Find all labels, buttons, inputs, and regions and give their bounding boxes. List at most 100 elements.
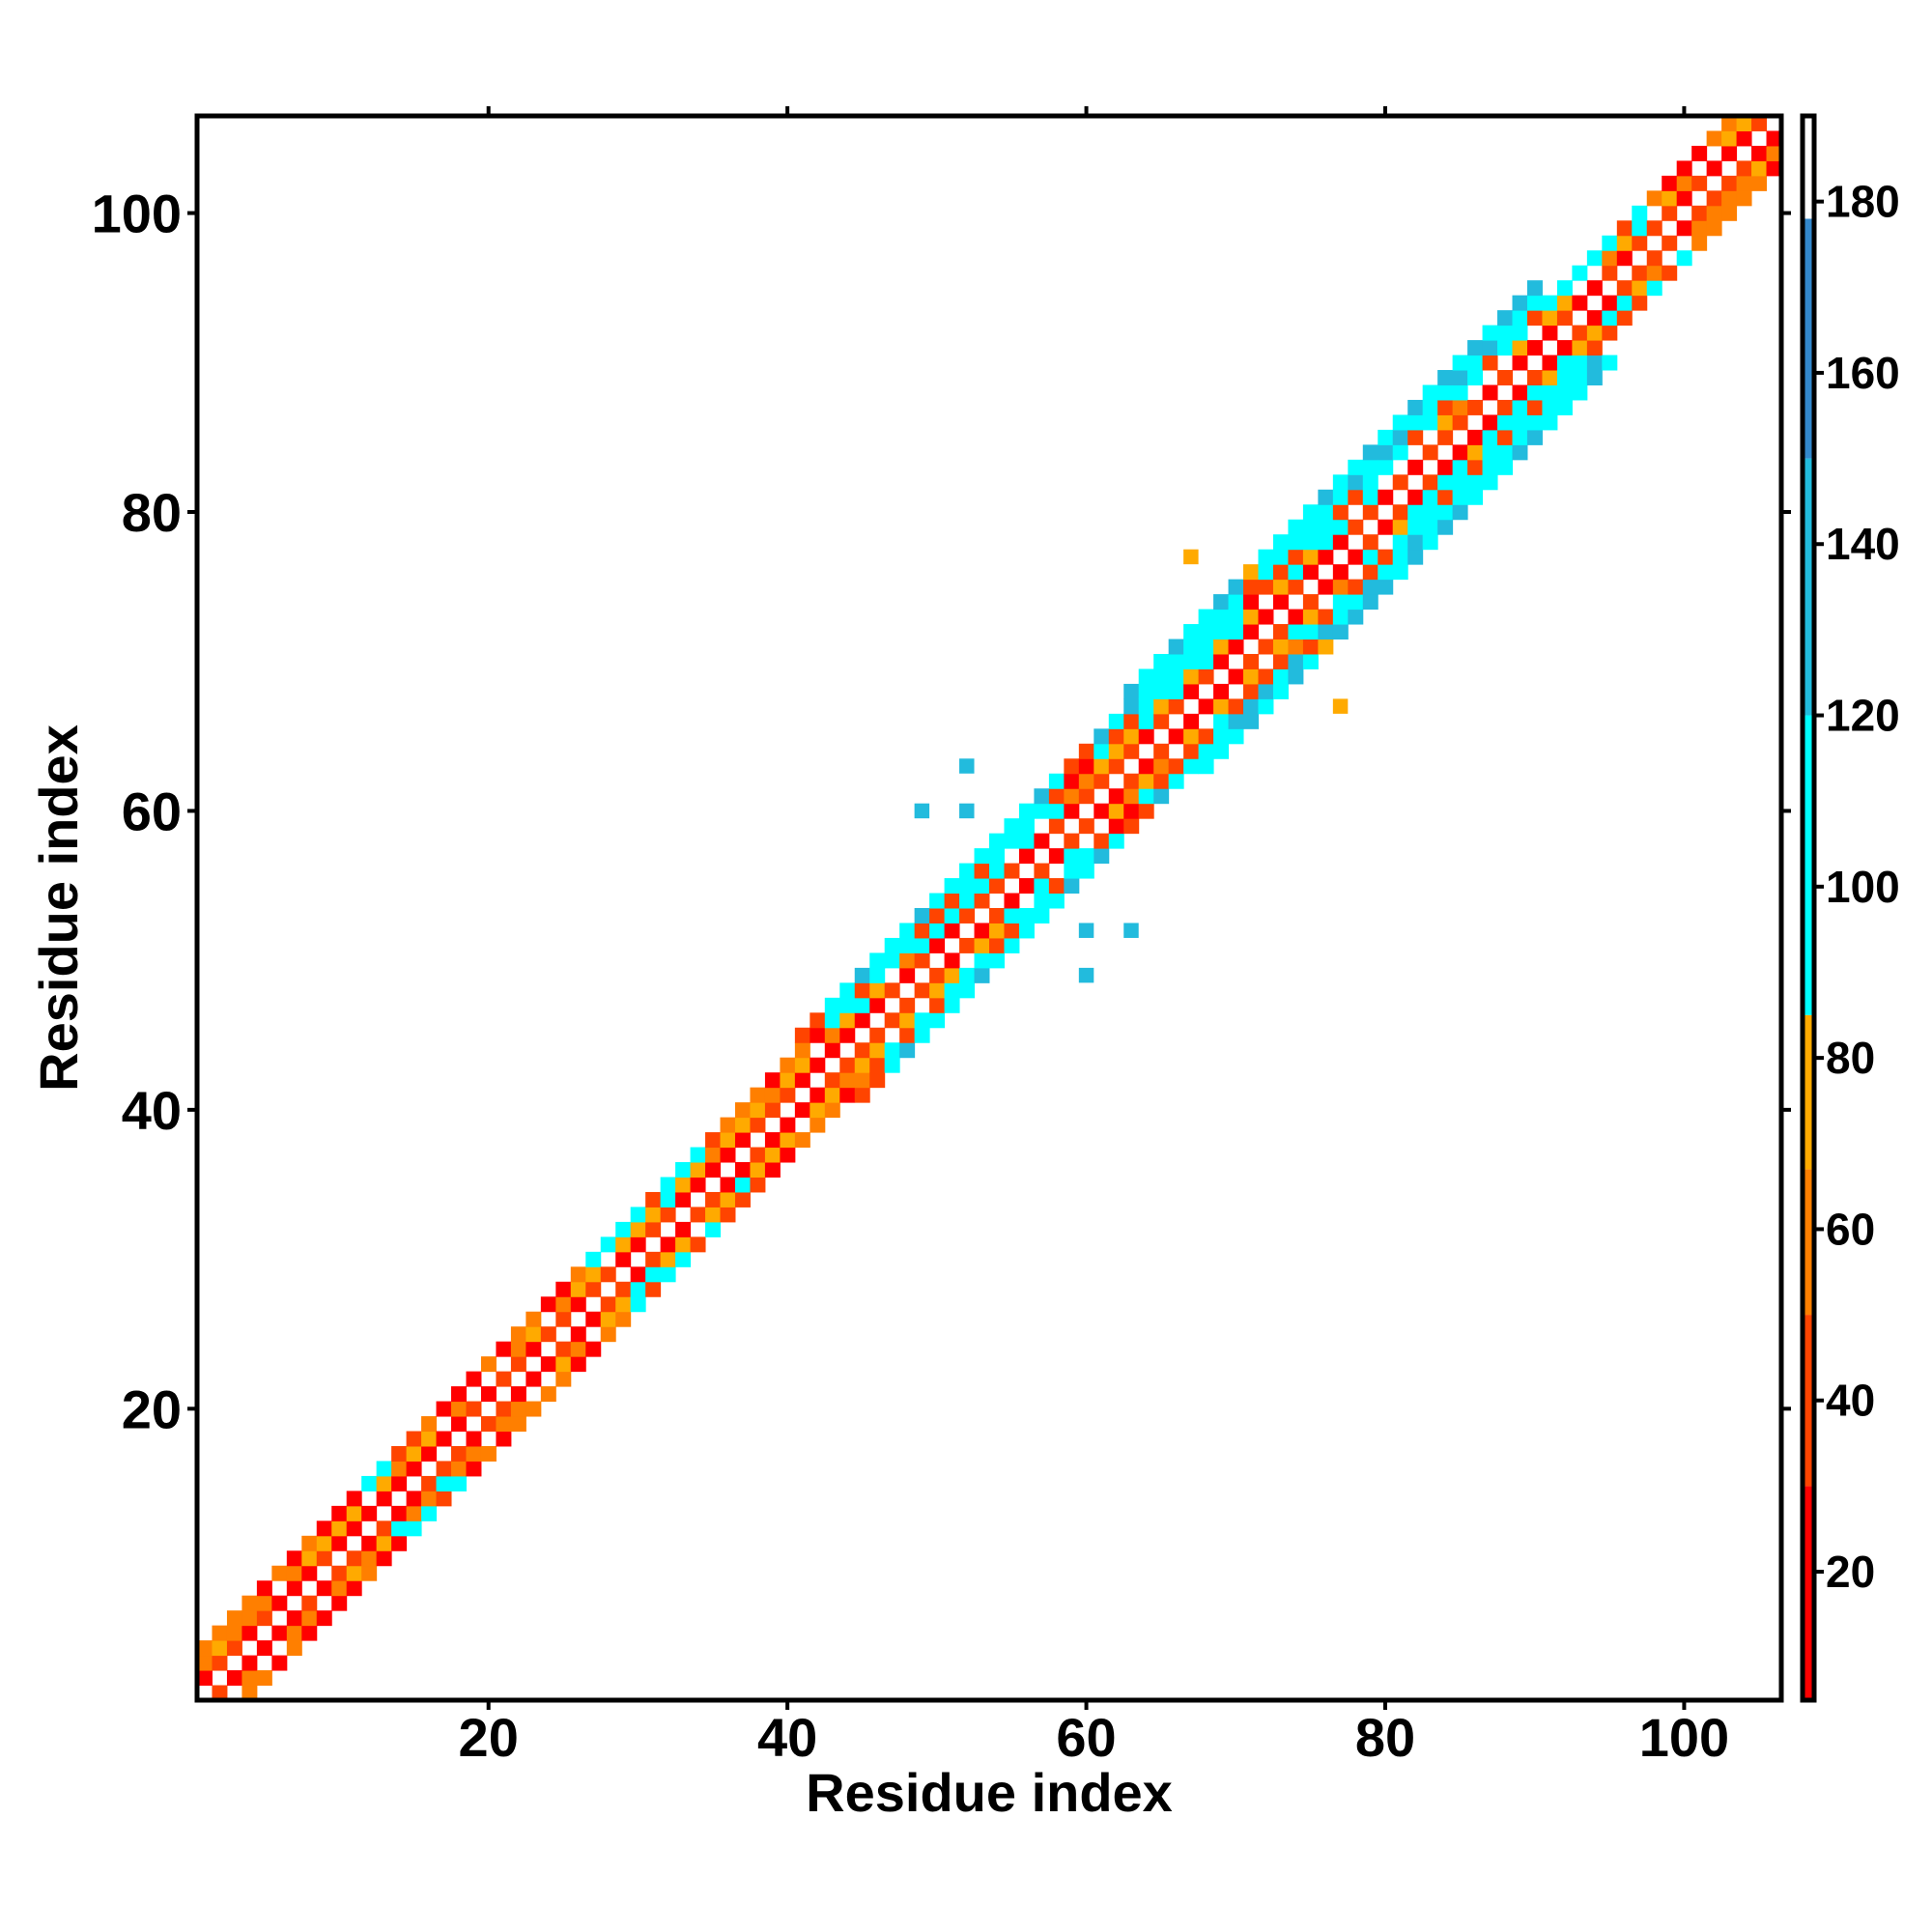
heatmap-cell [1616, 280, 1633, 297]
heatmap-cell [1094, 833, 1110, 849]
heatmap-cell [974, 923, 990, 939]
heatmap-cell [1034, 788, 1050, 805]
heatmap-cell [1078, 848, 1094, 865]
heatmap-cell [1094, 848, 1110, 865]
heatmap-cell [1348, 594, 1364, 611]
heatmap-cell [1078, 743, 1094, 759]
heatmap-cell [1467, 340, 1484, 356]
heatmap-cell [421, 1475, 438, 1492]
heatmap-cell [256, 1640, 272, 1657]
heatmap-cell [1586, 310, 1603, 327]
heatmap-cell [1228, 668, 1244, 685]
heatmap-cell [1407, 504, 1424, 521]
heatmap-cell [1646, 265, 1662, 281]
heatmap-cell [346, 1565, 362, 1581]
heatmap-cell [242, 1685, 258, 1701]
heatmap-cell [750, 1117, 766, 1133]
heatmap-cell [346, 1505, 362, 1521]
heatmap-cell [1556, 384, 1573, 401]
heatmap-cell [1706, 205, 1722, 221]
heatmap-cell [1556, 295, 1573, 311]
heatmap-cell [1422, 489, 1438, 505]
heatmap-cell [1422, 414, 1438, 431]
heatmap-cell [1332, 594, 1349, 611]
heatmap-cell [301, 1610, 318, 1627]
heatmap-cell [436, 1491, 452, 1507]
colorbar-band [1803, 1169, 1814, 1316]
heatmap-cell [436, 1475, 452, 1492]
heatmap-cell [1153, 758, 1170, 775]
y-tick-label: 60 [122, 781, 182, 841]
heatmap-cell [974, 967, 990, 983]
heatmap-cell [570, 1326, 586, 1343]
heatmap-cell [824, 1012, 840, 1029]
heatmap-cell [750, 1102, 766, 1119]
heatmap-cell [331, 1595, 348, 1611]
heatmap-cell [1243, 564, 1259, 581]
heatmap-cell [212, 1685, 228, 1701]
heatmap-cell [316, 1520, 332, 1537]
heatmap-cell [1288, 609, 1304, 625]
heatmap-cell [1018, 803, 1035, 819]
heatmap-cell [1378, 549, 1394, 565]
x-tick-label: 40 [757, 1707, 817, 1768]
heatmap-cell [1512, 414, 1528, 431]
heatmap-cell [1526, 310, 1543, 327]
heatmap-cell [1108, 788, 1124, 805]
heatmap-cell [480, 1356, 497, 1373]
heatmap-cell [1213, 713, 1230, 729]
heatmap-cell [331, 1580, 348, 1597]
heatmap-cell [1228, 713, 1244, 729]
heatmap-cell [1318, 534, 1334, 551]
heatmap-cell [705, 1207, 722, 1223]
heatmap-cell [929, 997, 946, 1013]
heatmap-cell [1736, 175, 1752, 191]
heatmap-cell [391, 1520, 408, 1537]
heatmap-cell [1572, 370, 1588, 385]
heatmap-cell [1138, 683, 1154, 699]
heatmap-cell [1094, 773, 1110, 789]
heatmap-cell [1526, 295, 1543, 311]
heatmap-cell [1302, 624, 1319, 640]
heatmap-cell [1064, 878, 1080, 895]
heatmap-cell [1228, 594, 1244, 611]
heatmap-cell [526, 1311, 542, 1327]
heatmap-cell [316, 1610, 332, 1627]
heatmap-cell [496, 1416, 512, 1433]
heatmap-cell [331, 1535, 348, 1551]
heatmap-cell [242, 1655, 258, 1671]
colorbar-band [1803, 458, 1814, 716]
heatmap-cell [734, 1117, 751, 1133]
heatmap-cell [1183, 743, 1200, 759]
heatmap-cell [1602, 355, 1618, 371]
heatmap-cell [1437, 519, 1454, 535]
heatmap-cell [301, 1595, 318, 1611]
heatmap-cell [824, 1102, 840, 1119]
heatmap-cell [1362, 534, 1378, 551]
heatmap-cell [869, 967, 886, 983]
heatmap-cell [1348, 549, 1364, 565]
heatmap-cell [645, 1207, 662, 1223]
heatmap-cell [615, 1281, 632, 1297]
heatmap-cell [286, 1565, 302, 1581]
x-axis: 20 40 60 80 100 [459, 106, 1729, 1768]
heatmap-cell [645, 1266, 662, 1283]
colorbar-tick-label: 120 [1826, 691, 1900, 741]
heatmap-cell [1168, 758, 1184, 775]
y-axis: 20 40 60 80 100 [92, 184, 1791, 1439]
heatmap-cell [959, 758, 975, 774]
heatmap-cell [1766, 160, 1782, 177]
heatmap-cell [720, 1207, 736, 1223]
heatmap-cell [1318, 579, 1334, 595]
heatmap-cell [1272, 653, 1289, 669]
heatmap-cell [346, 1550, 362, 1567]
heatmap-cell [1138, 713, 1154, 729]
heatmap-cell [1064, 788, 1080, 805]
heatmap-cell [570, 1341, 586, 1357]
heatmap-cell [421, 1416, 438, 1433]
heatmap-cell [1512, 444, 1528, 461]
heatmap-cell [1034, 803, 1050, 819]
heatmap-cell [615, 1296, 632, 1313]
heatmap-cell [555, 1341, 572, 1357]
heatmap-cell [1123, 788, 1140, 805]
